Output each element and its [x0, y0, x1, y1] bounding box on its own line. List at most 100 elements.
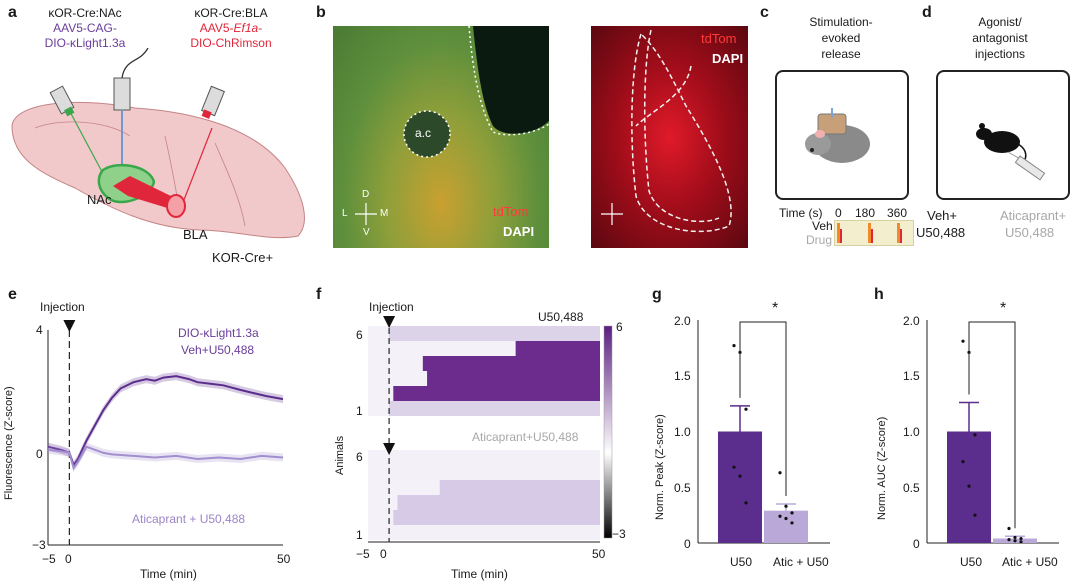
c-title-2: evoked	[821, 31, 861, 45]
f-bottom-row-fill	[393, 510, 600, 525]
g-sig-bracket	[739, 321, 787, 496]
mouse-syringe-icon	[976, 123, 1046, 181]
g-point	[778, 514, 782, 518]
chamber-c	[775, 70, 909, 200]
f-bottom-row-fill	[389, 525, 600, 540]
f-injection-marker-top-icon	[383, 316, 396, 328]
g-ytick-0: 0	[684, 537, 691, 551]
g-point	[744, 501, 748, 505]
e-series-line-1	[47, 445, 284, 471]
bla-injection-title: κOR-Cre:BLA	[194, 6, 268, 20]
chamber-d	[936, 70, 1070, 200]
f-top-row-fill	[393, 386, 600, 401]
f-bottom-row-fill	[389, 465, 600, 480]
nac-injection-title: κOR-Cre:NAc	[48, 6, 122, 20]
c-title-1: Stimulation-	[809, 15, 873, 29]
h-point	[1007, 526, 1011, 531]
f-xtick-0: 0	[380, 547, 387, 561]
f-top-row-6: 6	[356, 328, 363, 342]
h-point	[1007, 538, 1011, 542]
time-360: 360	[887, 206, 908, 220]
f-top-row-fill	[515, 341, 600, 356]
g-ytick-1-5: 1.5	[674, 369, 691, 383]
brain-schematic	[11, 48, 305, 239]
f-xlabel: Time (min)	[451, 567, 508, 581]
g-cat-u50: U50	[730, 555, 753, 569]
f-injection-label: Injection	[369, 300, 414, 314]
g-point	[732, 344, 736, 348]
panel-label-a: a	[8, 4, 17, 21]
time-180: 180	[855, 206, 876, 220]
g-point	[778, 471, 782, 475]
h-point	[1019, 536, 1023, 541]
h-ytick-2: 2.0	[903, 314, 920, 328]
h-ytick-1: 1.0	[903, 425, 920, 439]
h-point	[961, 460, 965, 464]
h-sig-star: *	[1000, 300, 1007, 317]
veh-label: Veh	[812, 219, 833, 233]
g-point	[784, 516, 788, 521]
f-bottom-row-1: 1	[356, 528, 363, 542]
h-sig-bracket	[968, 321, 1016, 529]
atic-u50-line1: Aticaprant+	[1000, 208, 1067, 223]
f-cbar-max: 6	[616, 320, 623, 334]
f-top-row-fill	[427, 371, 600, 386]
g-bar-1	[764, 510, 808, 543]
g-point	[790, 521, 794, 525]
g-point	[738, 474, 742, 478]
nac-virus-line1: AAV5-CAG-	[53, 21, 117, 35]
panel-label-d: d	[922, 4, 932, 21]
c-title-3: release	[821, 47, 861, 61]
e-xtick-0: 0	[65, 552, 72, 566]
h-ytick-1-5: 1.5	[903, 369, 920, 383]
e-xtick-50: 50	[277, 552, 291, 566]
g-bar-0	[718, 431, 762, 543]
e-xtick-neg5: −5	[42, 552, 56, 566]
panel-label-g: g	[652, 286, 662, 303]
g-point	[790, 511, 794, 515]
veh-u50-line2: U50,488	[916, 225, 966, 240]
f-top-title: U50,488	[538, 310, 584, 324]
f-top-row-fill	[389, 401, 600, 416]
f-xtick-50: 50	[592, 547, 606, 561]
h-ytick-0: 0	[913, 537, 920, 551]
d-title-3: injections	[974, 47, 1026, 61]
bar-chart-g	[697, 320, 830, 544]
e-series-line-0	[47, 375, 284, 468]
micrograph-left: a.c D V L M tdTom DAPI	[333, 26, 549, 248]
f-colorbar	[603, 325, 613, 539]
f-injection-marker-bottom-icon	[383, 443, 396, 455]
f-top-row-1: 1	[356, 404, 363, 418]
panel-label-h: h	[874, 286, 884, 303]
heatmap-f	[368, 316, 613, 543]
e-xlabel: Time (min)	[140, 567, 197, 581]
time-axis-label: Time (s)	[779, 206, 823, 220]
right-dapi-label: DAPI	[712, 51, 744, 66]
g-ytick-2: 2.0	[674, 314, 691, 328]
f-bottom-row-fill	[389, 450, 600, 465]
panel-label-b: b	[316, 4, 326, 21]
mouse-line-label: KOR-Cre+	[212, 250, 274, 265]
ac-label: a.c	[415, 126, 432, 140]
h-ytick-0-5: 0.5	[903, 481, 920, 495]
nac-label: NAc	[87, 192, 112, 207]
g-point	[744, 407, 748, 411]
left-dapi-label: DAPI	[503, 224, 535, 239]
f-bottom-row-6: 6	[356, 450, 363, 464]
e-injection-label: Injection	[40, 300, 85, 314]
veh-u50-line1: Veh+	[927, 208, 958, 223]
h-point	[1013, 535, 1017, 540]
g-point	[784, 504, 788, 508]
panel-label-f: f	[316, 286, 322, 303]
e-legend-2: Aticaprant + U50,488	[132, 512, 246, 526]
f-bottom-row-fill	[397, 495, 600, 510]
g-cat-atic: Atic + U50	[773, 555, 829, 569]
axis-v: V	[363, 227, 370, 238]
right-tdtom-label: tdTom	[701, 31, 737, 46]
g-ytick-1: 1.0	[674, 425, 691, 439]
h-point	[1019, 540, 1023, 544]
panel-label-c: c	[760, 4, 769, 21]
e-legend-1b: Veh+U50,488	[181, 343, 255, 357]
g-ytick-0-5: 0.5	[674, 481, 691, 495]
bla-label: BLA	[183, 227, 208, 242]
